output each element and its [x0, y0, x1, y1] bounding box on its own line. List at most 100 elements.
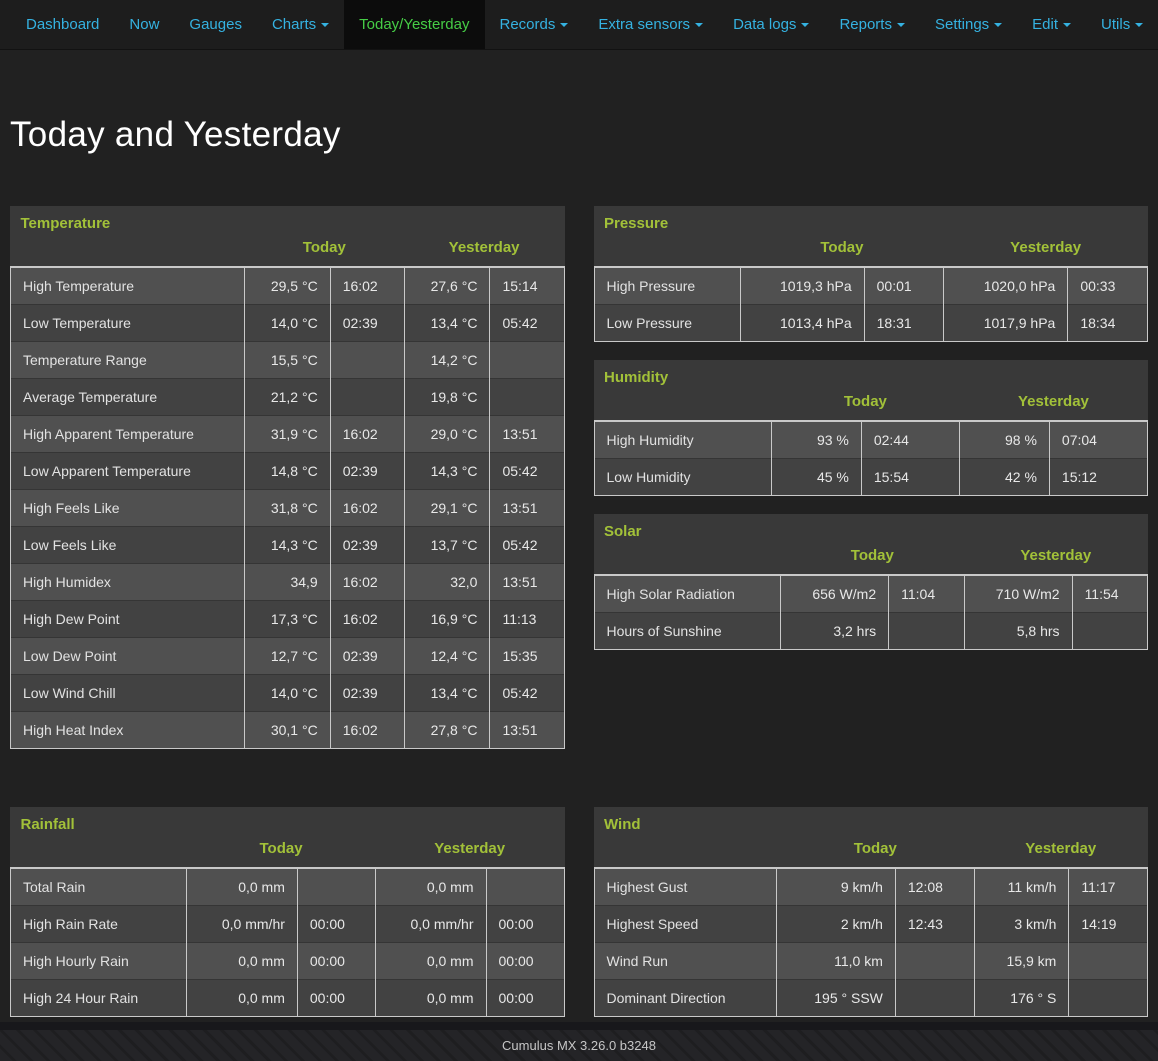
yesterday-value-cell: 16,9 °C: [403, 600, 491, 638]
table-row: Dominant Direction 195 ° SSW 176 ° S: [593, 979, 1148, 1017]
yesterday-time-cell: 05:42: [489, 452, 565, 490]
today-time-cell: 16:02: [329, 711, 405, 749]
nav-item-extra-sensors[interactable]: Extra sensors: [583, 0, 718, 49]
table-row: High Apparent Temperature 31,9 °C 16:02 29,…: [10, 415, 565, 453]
table-row: High Heat Index 30,1 °C 16:02 27,8 °C 13:51: [10, 711, 565, 749]
today-value-cell: 0,0 mm/hr: [186, 905, 298, 943]
today-column-header: Today: [820, 239, 864, 256]
nav-item-dashboard[interactable]: Dashboard: [11, 0, 114, 49]
yesterday-value-cell: 29,1 °C: [403, 489, 491, 527]
stat-label: Wind Run: [593, 942, 778, 980]
yesterday-value-cell: 11 km/h: [973, 868, 1070, 906]
nav-item-label: Extra sensors: [598, 16, 691, 33]
yesterday-time-cell: 00:00: [485, 942, 565, 980]
stat-label: Highest Gust: [593, 868, 778, 906]
nav-item-label: Settings: [934, 16, 990, 33]
today-value-cell: 0,0 mm: [186, 979, 298, 1017]
nav-item-now[interactable]: Now: [114, 0, 174, 49]
today-time-cell: [329, 341, 405, 379]
yesterday-value-cell: 42 %: [958, 458, 1050, 496]
stat-label: High Apparent Temperature: [10, 415, 245, 453]
table-row: Low Apparent Temperature 14,8 °C 02:39 14,3…: [10, 452, 565, 490]
table-row: High Hourly Rain 0,0 mm 00:00 0,0 mm 00:00: [9, 942, 565, 980]
nav-item-data-logs[interactable]: Data logs: [718, 0, 824, 49]
yesterday-time-cell: 13:51: [489, 415, 565, 453]
today-value-cell: 34,9: [243, 563, 331, 601]
caret-down-icon: [994, 22, 1003, 27]
today-value-cell: 1019,3 hPa: [739, 267, 865, 305]
yesterday-value-cell: 15,9 km: [973, 942, 1070, 980]
today-value-cell: 1013,4 hPa: [739, 304, 865, 342]
yesterday-value-cell: 13,4 °C: [403, 304, 491, 342]
nav-item-today-yesterday[interactable]: Today/Yesterday: [344, 0, 485, 49]
today-value-cell: 0,0 mm: [186, 868, 298, 906]
nav-item-reports[interactable]: Reports: [824, 0, 920, 49]
table-row: High Humidity 93 % 02:44 98 % 07:04: [593, 421, 1149, 459]
yesterday-value-cell: 176 ° S: [973, 979, 1070, 1017]
today-time-cell: 16:02: [329, 600, 405, 638]
today-value-cell: 14,3 °C: [243, 526, 331, 564]
today-time-cell: [894, 942, 975, 980]
yesterday-value-cell: 27,8 °C: [403, 711, 491, 749]
nav-item-settings[interactable]: Settings: [920, 0, 1017, 49]
table-row: Low Pressure 1013,4 hPa 18:31 1017,9 hPa 18:…: [593, 304, 1148, 342]
table-row: High 24 Hour Rain 0,0 mm 00:00 0,0 mm 00:00: [9, 979, 565, 1017]
stat-label: Low Dew Point: [10, 637, 245, 675]
nav-item-records[interactable]: Records: [485, 0, 584, 49]
yesterday-time-cell: 05:42: [489, 526, 565, 564]
table-row: Highest Speed 2 km/h 12:43 3 km/h 14:19: [593, 905, 1148, 943]
yesterday-time-cell: 15:14: [489, 267, 565, 305]
nav-item-utils[interactable]: Utils: [1086, 0, 1158, 49]
today-time-cell: 02:44: [860, 421, 960, 459]
nav-list: Dashboard Now Gauges Charts Today/Yesterday R…: [0, 0, 1158, 49]
today-value-cell: 31,9 °C: [243, 415, 331, 453]
today-value-cell: 656 W/m2: [780, 575, 890, 613]
today-value-cell: 2 km/h: [776, 905, 896, 943]
yesterday-value-cell: 5,8 hrs: [963, 612, 1073, 650]
caret-down-icon: [1135, 22, 1144, 27]
today-time-cell: 02:39: [329, 674, 405, 712]
nav-item-charts[interactable]: Charts: [257, 0, 344, 49]
yesterday-value-cell: 98 %: [958, 421, 1050, 459]
today-time-cell: [888, 612, 965, 650]
yesterday-time-cell: 13:51: [489, 489, 565, 527]
yesterday-column-header: Yesterday: [1025, 840, 1097, 857]
table-title: Temperature: [20, 215, 111, 232]
today-value-cell: 45 %: [770, 458, 862, 496]
today-time-cell: 02:39: [329, 637, 405, 675]
nav-item-gauges[interactable]: Gauges: [174, 0, 257, 49]
stat-label: Low Humidity: [593, 458, 772, 496]
nav-item-label: Edit: [1032, 16, 1059, 33]
yesterday-time-cell: 13:51: [489, 563, 565, 601]
table-row: High Humidex 34,9 16:02 32,0 13:51: [10, 563, 565, 601]
column-wind: Wind Today Yesterday Highest Gust 9 km/h 12:0…: [593, 807, 1148, 1017]
yesterday-time-cell: 05:42: [489, 304, 565, 342]
today-time-cell: 00:00: [296, 979, 376, 1017]
yesterday-value-cell: 13,4 °C: [403, 674, 491, 712]
table-title: Wind: [604, 816, 641, 833]
corner-cell: [11, 234, 245, 267]
stat-label: Low Wind Chill: [10, 674, 245, 712]
table-row: Low Dew Point 12,7 °C 02:39 12,4 °C 15:35: [10, 637, 565, 675]
yesterday-value-cell: 3 km/h: [973, 905, 1070, 943]
table-row: Total Rain 0,0 mm 0,0 mm: [9, 868, 565, 906]
yesterday-time-cell: 00:00: [485, 979, 565, 1017]
yesterday-time-cell: 11:13: [489, 600, 565, 638]
today-column-header: Today: [850, 547, 894, 564]
today-time-cell: [894, 979, 975, 1017]
today-value-cell: 14,0 °C: [243, 304, 331, 342]
today-value-cell: 21,2 °C: [243, 378, 331, 416]
table-title: Solar: [604, 523, 642, 540]
yesterday-value-cell: 0,0 mm: [374, 979, 487, 1017]
yesterday-time-cell: 14:19: [1068, 905, 1148, 943]
yesterday-time-cell: [1071, 612, 1149, 650]
today-value-cell: 14,0 °C: [243, 674, 331, 712]
today-time-cell: 15:54: [860, 458, 960, 496]
today-time-cell: 11:04: [888, 575, 965, 613]
today-time-cell: 02:39: [329, 526, 405, 564]
nav-item-edit[interactable]: Edit: [1017, 0, 1086, 49]
navbar: Dashboard Now Gauges Charts Today/Yesterday R…: [0, 0, 1158, 50]
table-row: High Solar Radiation 656 W/m2 11:04 710 W/m…: [593, 575, 1149, 613]
pressure-table: Pressure Today Yesterday High Pressure 1019,…: [593, 206, 1148, 342]
caret-down-icon: [560, 22, 569, 27]
